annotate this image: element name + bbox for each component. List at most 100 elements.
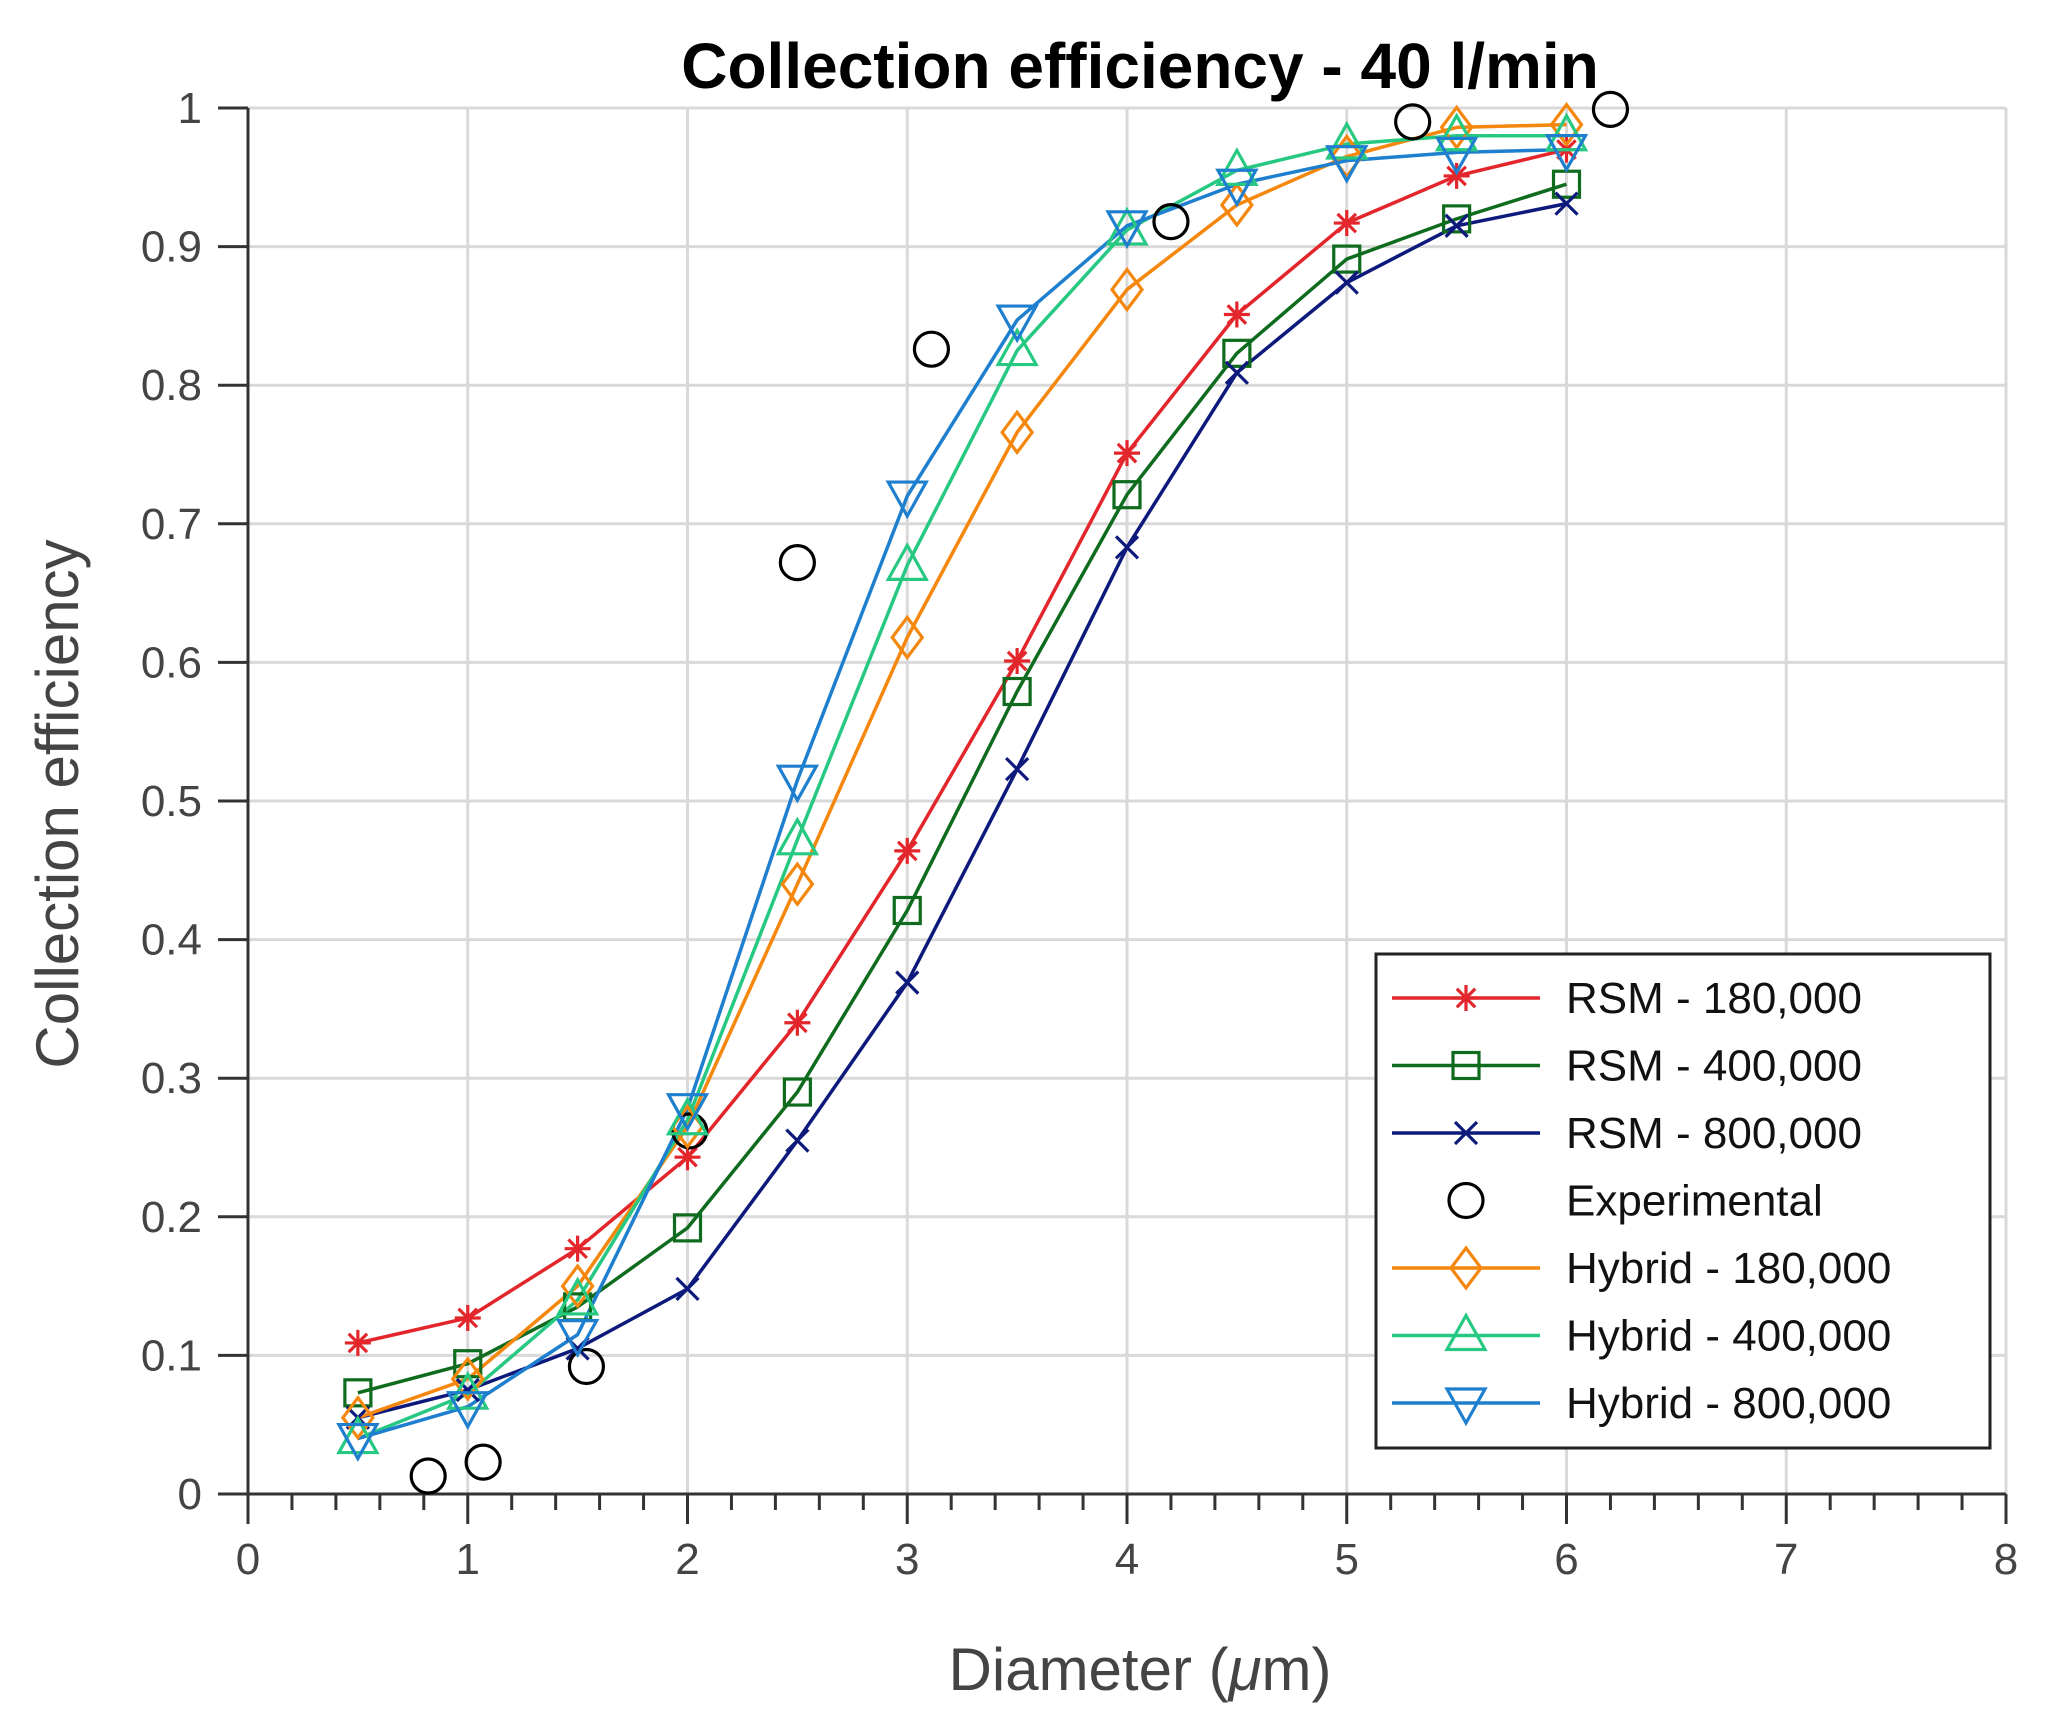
legend-label: RSM - 180,000 (1566, 974, 1862, 1023)
x-tick-label: 1 (456, 1535, 480, 1584)
data-point-rsm-180-000 (784, 1009, 811, 1036)
y-tick-label: 0.2 (141, 1193, 202, 1242)
x-tick-label: 7 (1774, 1535, 1798, 1584)
legend-marker (1447, 1181, 1485, 1220)
data-point-rsm-800-000 (1004, 756, 1030, 782)
data-point-experimental (1591, 90, 1630, 128)
x-axis-label: Diameter (μm) (949, 1636, 1332, 1703)
data-point-hybrid-400-000 (775, 816, 820, 856)
data-point-rsm-400-000 (1332, 244, 1362, 274)
data-point-rsm-180-000 (564, 1235, 591, 1262)
x-tick-label: 4 (1115, 1535, 1139, 1584)
data-point-rsm-800-000 (675, 1276, 700, 1302)
data-point-hybrid-180-000 (1000, 409, 1035, 455)
data-point-rsm-800-000 (455, 1377, 480, 1403)
y-tick-label: 0.5 (141, 777, 202, 826)
axes: 0 1 2 3 4 5 6 7 8 0 0.1 0.2 0.3 0.4 0.5 0.6 0.7 0.8 0.9 1 (141, 84, 2018, 1584)
data-point-experimental (1394, 103, 1432, 141)
data-point-hybrid-180-000 (560, 1263, 595, 1309)
data-point-hybrid-400-000 (336, 1415, 380, 1455)
marker-layer (336, 90, 1630, 1495)
data-point-rsm-800-000 (895, 970, 920, 995)
data-point-rsm-400-000 (1002, 676, 1032, 707)
y-tick-label: 0.6 (141, 638, 202, 687)
legend-marker (1444, 1387, 1488, 1427)
x-axis-label-mu: μ (1227, 1636, 1262, 1703)
series-line-hybrid-180-000 (357, 122, 1567, 1420)
data-point-hybrid-800-000 (555, 1319, 600, 1358)
y-tick-label: 0.9 (141, 223, 202, 272)
data-point-experimental (567, 1347, 606, 1386)
data-point-hybrid-400-000 (1544, 112, 1589, 152)
data-point-rsm-800-000 (1444, 213, 1469, 238)
data-point-rsm-180-000 (894, 837, 921, 864)
data-point-experimental (409, 1457, 447, 1495)
data-point-hybrid-180-000 (780, 861, 815, 907)
data-point-hybrid-800-000 (446, 1391, 490, 1430)
data-point-rsm-180-000 (1223, 301, 1250, 328)
y-tick-label: 0.8 (141, 361, 202, 410)
data-point-hybrid-800-000 (995, 304, 1039, 344)
data-point-hybrid-180-000 (1110, 266, 1144, 313)
legend-label: Hybrid - 400,000 (1566, 1312, 1891, 1361)
data-point-hybrid-400-000 (555, 1276, 600, 1316)
legend-label: Experimental (1566, 1177, 1823, 1226)
data-point-rsm-180-000 (1333, 210, 1360, 237)
data-point-rsm-180-000 (674, 1144, 701, 1171)
x-axis-label-prefix: Diameter ( (949, 1636, 1229, 1703)
data-point-hybrid-400-000 (1434, 112, 1479, 152)
y-tick-label: 0 (178, 1470, 202, 1519)
data-point-hybrid-180-000 (1329, 133, 1364, 180)
data-point-hybrid-800-000 (665, 1093, 710, 1132)
legend-label: Hybrid - 800,000 (1566, 1379, 1891, 1428)
series-line-rsm-180-000 (357, 147, 1567, 1345)
data-point-rsm-400-000 (1442, 204, 1472, 234)
data-point-rsm-800-000 (1334, 270, 1359, 295)
y-axis-label: Collection efficiency (24, 539, 91, 1068)
data-point-rsm-400-000 (672, 1213, 703, 1243)
data-point-hybrid-180-000 (1219, 182, 1254, 228)
data-point-hybrid-800-000 (1325, 145, 1369, 184)
data-point-experimental (912, 330, 951, 368)
data-point-rsm-180-000 (344, 1329, 371, 1356)
data-point-rsm-400-000 (782, 1077, 812, 1107)
x-tick-label: 3 (895, 1535, 919, 1584)
data-point-rsm-180-000 (1443, 162, 1470, 189)
legend-marker (1453, 985, 1479, 1011)
x-tick-label: 6 (1554, 1535, 1578, 1584)
data-point-hybrid-800-000 (1544, 133, 1589, 173)
chart-title: Collection efficiency - 40 l/min (681, 30, 1599, 102)
data-point-rsm-800-000 (1554, 191, 1579, 216)
data-point-rsm-400-000 (343, 1378, 373, 1408)
x-tick-label: 0 (236, 1535, 260, 1584)
data-point-rsm-800-000 (785, 1128, 810, 1153)
data-point-hybrid-800-000 (775, 764, 820, 804)
y-tick-label: 0.3 (141, 1054, 202, 1103)
legend-marker (1453, 1120, 1479, 1146)
legend-label: RSM - 400,000 (1566, 1042, 1862, 1091)
data-point-hybrid-180-000 (1549, 101, 1584, 148)
y-tick-label: 0.7 (141, 500, 202, 549)
data-point-hybrid-180-000 (340, 1395, 375, 1441)
legend: RSM - 180,000 RSM - 400,000 RSM - 800,000 E… (1374, 952, 1992, 1450)
x-tick-label: 8 (1994, 1535, 2018, 1584)
data-point-rsm-180-000 (1004, 648, 1031, 675)
data-point-hybrid-800-000 (885, 480, 929, 520)
legend-box (1374, 952, 1992, 1450)
data-point-hybrid-180-000 (450, 1356, 485, 1402)
data-point-hybrid-400-000 (995, 327, 1039, 367)
data-point-hybrid-800-000 (1215, 168, 1259, 208)
data-point-experimental (464, 1443, 502, 1481)
data-point-rsm-800-000 (1224, 360, 1250, 385)
legend-marker (1444, 1312, 1488, 1352)
data-point-hybrid-400-000 (665, 1096, 710, 1136)
x-tick-label: 5 (1335, 1535, 1359, 1584)
data-point-hybrid-800-000 (1434, 136, 1479, 176)
data-point-experimental (778, 544, 816, 582)
data-point-rsm-800-000 (1114, 535, 1140, 560)
data-point-hybrid-180-000 (1439, 104, 1474, 151)
data-point-rsm-400-000 (1222, 338, 1252, 368)
